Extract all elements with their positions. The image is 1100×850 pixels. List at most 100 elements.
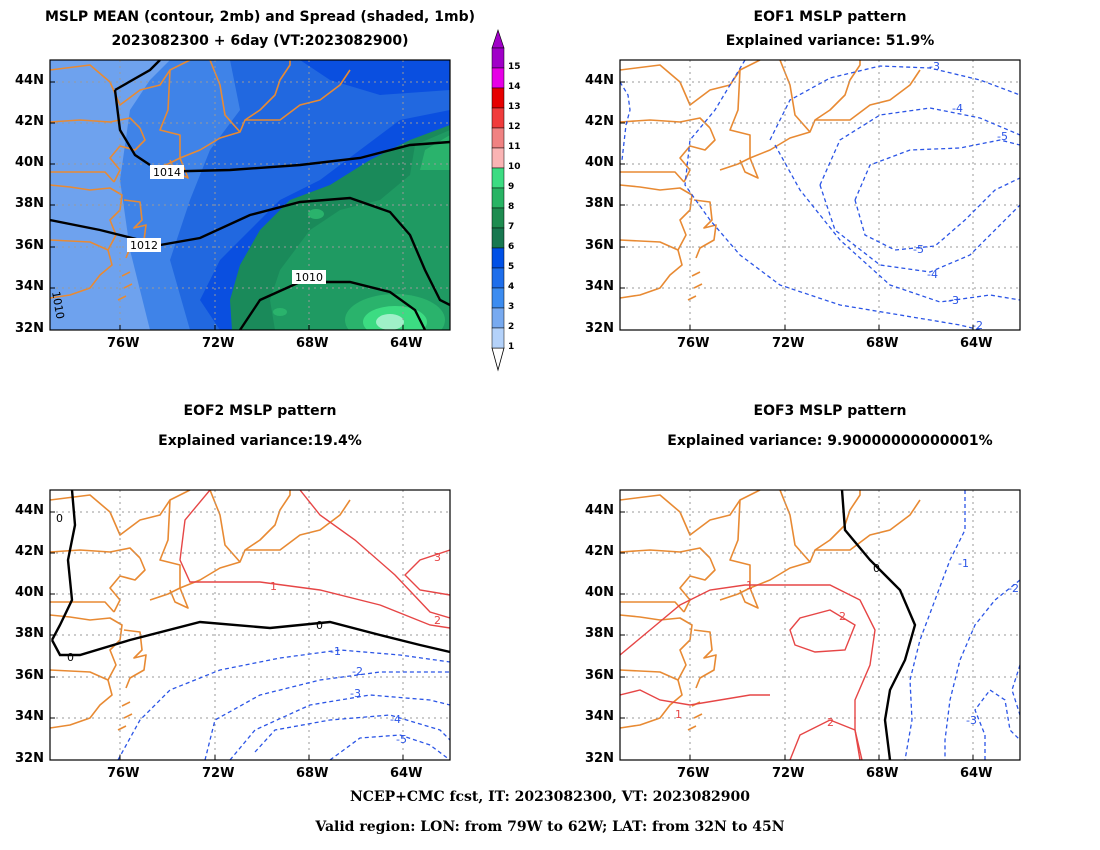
contour-label-box	[292, 270, 326, 284]
contour-label: 1	[675, 708, 682, 721]
lon-tick-label: 64W	[960, 336, 993, 351]
panel2-subtitle: Explained variance: 51.9%	[725, 33, 935, 49]
colorbar-segment	[491, 47, 505, 69]
colorbar-label: 8	[508, 202, 515, 212]
panel1-frame	[49, 59, 451, 331]
contour-label: 0	[56, 512, 63, 525]
panel1-title: MSLP MEAN (contour, 2mb) and Spread (sha…	[45, 9, 475, 25]
contour-label-box	[127, 238, 161, 252]
colorbar-segment	[491, 307, 505, 329]
lon-tick-label: 68W	[866, 336, 899, 351]
lat-tick-label: 32N	[585, 751, 614, 766]
spread-shade-8d	[273, 308, 287, 316]
contour-label: 2	[827, 716, 834, 729]
contour-label: 2	[434, 614, 441, 627]
panel1-subtitle: 2023082300 + 6day (VT:2023082900)	[111, 33, 409, 49]
lon-tick-label: 64W	[960, 766, 993, 781]
contour-pos2	[789, 609, 856, 653]
contour-label: -2	[972, 319, 983, 332]
contour-neg5b	[854, 177, 1020, 251]
colorbar-segment	[491, 67, 505, 89]
lon-tick-label: 72W	[202, 336, 235, 351]
contour-1010	[239, 280, 427, 330]
lat-tick-label: 34N	[15, 709, 44, 724]
contour-neg3b	[1011, 664, 1020, 716]
lat-tick-label: 36N	[15, 238, 44, 253]
colorbar-label: 14	[508, 82, 521, 92]
contour-neg2	[684, 60, 981, 330]
contour-label: 0	[67, 651, 74, 664]
colorbar-min-arrow	[491, 347, 505, 372]
lat-tick-label: 40N	[585, 155, 614, 170]
contour-label: -4	[927, 268, 938, 281]
contour-label-box	[150, 165, 184, 179]
contour-neg4b	[819, 184, 1020, 273]
contour-pos1b	[620, 689, 770, 706]
contour-zero	[840, 490, 917, 760]
contour-label: 1	[746, 579, 753, 592]
lat-tick-label: 40N	[585, 585, 614, 600]
spread-shade-10	[376, 314, 404, 330]
panel3-title: EOF2 MSLP pattern	[183, 403, 337, 419]
contour-label: 1012	[130, 239, 158, 252]
lat-tick-label: 44N	[15, 73, 44, 88]
contour-label: -5	[913, 243, 924, 256]
contour-neg4	[819, 107, 1020, 186]
lat-tick-label: 38N	[585, 196, 614, 211]
colorbar-segment	[491, 227, 505, 249]
colorbar-label: 9	[508, 182, 515, 192]
contour-label: -4	[952, 102, 963, 115]
contour-label: -3	[966, 714, 977, 727]
lat-tick-label: 38N	[15, 196, 44, 211]
colorbar-segment	[491, 187, 505, 209]
contour-mean	[113, 89, 151, 166]
panel2-title: EOF1 MSLP pattern	[753, 9, 907, 25]
lat-tick-label: 42N	[585, 114, 614, 129]
contour-neg3	[974, 689, 1020, 760]
contour-neg4	[254, 714, 450, 753]
contour-pos1	[179, 490, 450, 629]
contour-label: -3	[929, 60, 940, 73]
contour-label: -5	[997, 130, 1008, 143]
panel-mean-spread: 1014 1012 1010 1010	[49, 59, 451, 331]
panel4-subtitle: Explained variance: 9.90000000000001%	[667, 433, 993, 449]
colorbar-segment	[491, 87, 505, 109]
lon-tick-label: 68W	[866, 766, 899, 781]
footer-forecast-info: NCEP+CMC fcst, IT: 2023082300, VT: 20230…	[349, 789, 751, 805]
contour-neg3	[769, 65, 1020, 141]
lon-tick-label: 68W	[296, 766, 329, 781]
panel4-frame	[619, 489, 1021, 761]
lat-tick-label: 36N	[585, 238, 614, 253]
lon-tick-label: 76W	[107, 766, 140, 781]
lon-tick-label: 64W	[390, 766, 423, 781]
lat-tick-label: 34N	[585, 279, 614, 294]
contour-zero2	[50, 620, 450, 657]
colorbar-segment	[491, 127, 505, 149]
colorbar-label: 11	[508, 142, 521, 152]
colorbar-max-arrow	[491, 29, 505, 49]
contour-label: -2	[352, 665, 363, 678]
lon-tick-label: 68W	[296, 336, 329, 351]
colorbar-segment	[491, 327, 505, 349]
lat-tick-label: 32N	[15, 321, 44, 336]
lon-tick-label: 76W	[677, 766, 710, 781]
contour-label: -2	[1008, 582, 1019, 595]
contour-label: 0	[873, 562, 880, 575]
lat-tick-label: 42N	[15, 544, 44, 559]
colorbar-segment	[491, 287, 505, 309]
colorbar-segment	[491, 167, 505, 189]
panel3-frame	[49, 489, 451, 761]
panel4-title: EOF3 MSLP pattern	[753, 403, 907, 419]
lat-tick-label: 34N	[585, 709, 614, 724]
contour-neg3b	[774, 144, 1020, 303]
contour-label: -3	[948, 294, 959, 307]
lat-tick-label: 42N	[585, 544, 614, 559]
contour-pos1	[620, 584, 876, 760]
contour-label: -1	[958, 557, 969, 570]
lat-tick-label: 38N	[15, 626, 44, 641]
lat-tick-label: 42N	[15, 114, 44, 129]
colorbar-label: 3	[508, 302, 515, 312]
lon-tick-label: 72W	[202, 766, 235, 781]
lon-tick-label: 64W	[390, 336, 423, 351]
lat-tick-label: 44N	[585, 73, 614, 88]
